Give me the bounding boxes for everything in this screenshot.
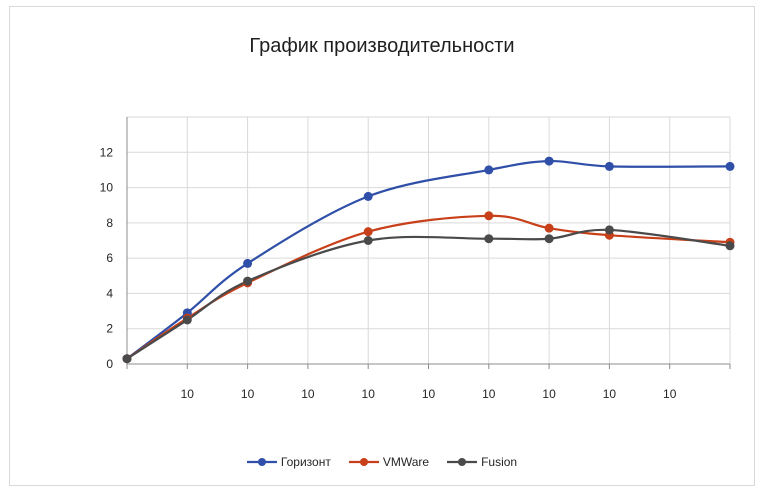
x-tick-label: 10 [241,387,255,401]
y-tick-label: 8 [106,216,113,230]
x-tick-label: 10 [542,387,556,401]
data-point [725,161,735,171]
legend-item: Fusion [447,455,517,469]
y-tick-label: 6 [106,251,113,265]
data-point [725,241,735,251]
y-tick-label: 10 [100,181,114,195]
x-tick-label: 10 [482,387,496,401]
data-point [604,161,614,171]
plot-area: 0 2 4 6 8 10 12 10 10 10 10 10 10 10 10 10 [100,116,735,401]
x-tick-label: 10 [422,387,436,401]
data-point [604,225,614,235]
legend-item: Горизонт [246,455,331,469]
legend-item: VMWare [348,455,430,469]
chart-frame: График производительности 0 2 4 6 8 10 12 10 10 1… [9,6,755,486]
data-point [544,156,554,166]
legend-swatch [246,458,277,466]
legend-label: Fusion [481,455,518,469]
legend-label: VMWare [382,455,430,469]
x-tick-label: 10 [181,387,195,401]
y-tick-label: 0 [106,357,113,371]
legend: Горизонт VMWare Fusion [10,455,754,469]
x-tick-label: 10 [603,387,617,401]
data-point [363,236,373,245]
y-tick-label: 4 [106,286,113,300]
data-point [544,223,554,233]
y-tick-label: 2 [106,322,113,336]
legend-label: Горизонт [280,455,331,469]
legend-marker [359,458,368,466]
data-point [484,165,494,175]
data-point [122,354,132,364]
x-tick-label: 10 [362,387,376,401]
data-point [243,258,253,268]
data-point [363,227,373,237]
data-point [544,234,554,244]
legend-swatch [447,458,478,466]
data-point [363,191,373,201]
x-tick-label: 10 [663,387,677,401]
legend-swatch [348,458,379,466]
y-tick-label: 12 [100,145,114,159]
x-tick-label: 10 [301,387,315,401]
chart-title: График производительности [249,35,515,57]
data-point [243,276,253,286]
data-point [182,315,192,325]
data-point [484,234,494,244]
legend-marker [458,458,467,466]
data-point [484,211,494,221]
legend-marker [257,458,266,466]
